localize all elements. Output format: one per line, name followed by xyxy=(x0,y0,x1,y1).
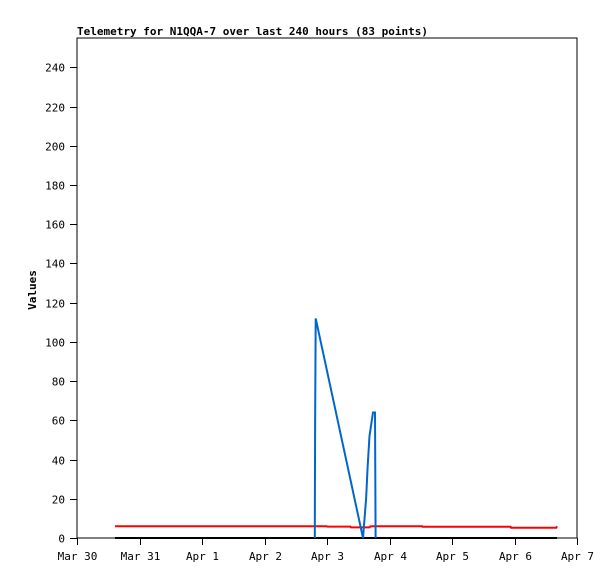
x-tick-label: Apr 6 xyxy=(499,550,532,563)
y-tick-label: 200 xyxy=(45,141,65,154)
y-tick-label: 60 xyxy=(52,415,65,428)
x-axis: Mar 30 Mar 31 Apr 1 Apr 2 Apr 3 Apr 4 Apr 5 Apr… xyxy=(58,538,594,563)
x-tick-label: Mar 31 xyxy=(121,550,161,563)
y-tick-label: 140 xyxy=(45,258,65,271)
y-axis: 0 20 40 60 80 100 120 140 160 180 200 220 240 xyxy=(45,62,77,546)
series-group xyxy=(115,318,558,539)
x-tick-label: Apr 1 xyxy=(186,550,219,563)
plot-frame xyxy=(76,37,578,539)
chart-title: Telemetry for N1QQA-7 over last 240 hour… xyxy=(77,25,428,38)
x-tick-label: Apr 7 xyxy=(561,550,594,563)
x-tick-label: Apr 5 xyxy=(436,550,469,563)
series-line-1 xyxy=(115,525,558,529)
y-axis-label: Values xyxy=(26,270,39,310)
y-tick-label: 120 xyxy=(45,298,65,311)
y-tick-label: 100 xyxy=(45,337,65,350)
y-tick-label: 180 xyxy=(45,180,65,193)
y-tick-label: 40 xyxy=(52,455,65,468)
x-tick-label: Apr 4 xyxy=(374,550,407,563)
y-tick-label: 220 xyxy=(45,102,65,115)
y-tick-label: 20 xyxy=(52,494,65,507)
x-tick-label: Mar 30 xyxy=(58,550,98,563)
x-tick-label: Apr 3 xyxy=(311,550,344,563)
y-tick-label: 80 xyxy=(52,376,65,389)
y-tick-label: 0 xyxy=(58,533,65,546)
y-tick-label: 160 xyxy=(45,219,65,232)
y-tick-label: 240 xyxy=(45,62,65,75)
x-tick-label: Apr 2 xyxy=(249,550,282,563)
series-line-2 xyxy=(313,318,377,539)
